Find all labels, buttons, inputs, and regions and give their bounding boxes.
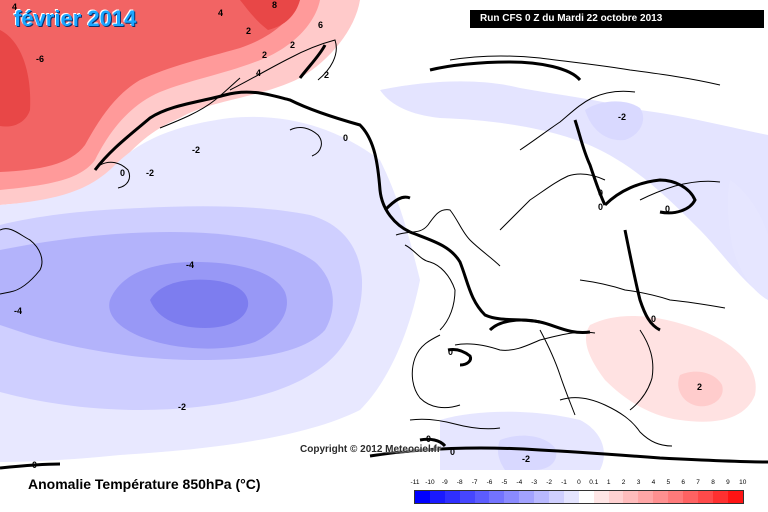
- color-scale-swatch: [459, 491, 475, 503]
- contour-label: 0: [598, 188, 603, 198]
- color-scale-tick-label: 7: [696, 479, 700, 486]
- color-scale-tick-label: -10: [425, 479, 435, 486]
- contour-label: -2: [192, 145, 200, 155]
- land-outlines: [0, 39, 726, 447]
- contour-label: 2: [697, 382, 702, 392]
- color-scale-tick-label: 5: [666, 479, 671, 486]
- zero-contours: [0, 44, 768, 470]
- cold-anomaly-east: [727, 180, 768, 300]
- color-scale-tick-label: -4: [516, 479, 523, 486]
- color-scale-tick-label: -2: [546, 479, 552, 486]
- color-scale-swatch: [429, 491, 445, 503]
- color-scale-tick-label: 0: [577, 479, 581, 486]
- color-scale-swatch: [683, 491, 698, 503]
- contour-label: 0: [343, 133, 348, 143]
- color-scale-swatch: [578, 491, 594, 503]
- contour-label: 2: [290, 40, 295, 50]
- cold-anomaly-core: [150, 279, 249, 328]
- contour-label: -2: [618, 112, 626, 122]
- color-scale-swatch: [519, 491, 535, 503]
- warm-anomaly-balkans-core: [678, 371, 723, 407]
- color-scale-swatch: [593, 491, 609, 503]
- color-scale-swatch: [653, 491, 669, 503]
- contour-label: 2: [246, 26, 251, 36]
- color-scale-tick-label: -11: [410, 479, 420, 486]
- color-scale-swatch: [563, 491, 579, 503]
- color-scale-tick-label: -8: [456, 479, 463, 486]
- warm-anomaly-core: [240, 0, 300, 30]
- color-scale-tick-label: -6: [486, 479, 493, 486]
- color-scale-tick-label: 10: [739, 479, 747, 486]
- color-scale-swatch: [727, 491, 743, 503]
- color-scale-swatch: [608, 491, 624, 503]
- color-scale-tick-label: -3: [531, 479, 538, 486]
- color-scale-tick-label: -5: [501, 479, 508, 486]
- contour-label: 0: [665, 204, 670, 214]
- contour-label: -4: [14, 306, 22, 316]
- contour-label: 2: [324, 70, 329, 80]
- color-scale-tick-label: 6: [681, 479, 685, 486]
- contour-label: -2: [178, 402, 186, 412]
- contour-label: 6: [318, 20, 323, 30]
- copyright-notice: Copyright © 2012 Meteociel.fr: [300, 444, 441, 455]
- color-scale-swatch: [638, 491, 654, 503]
- contour-label: 2: [262, 50, 267, 60]
- contour-label: 0: [448, 347, 453, 357]
- color-scale-tick-label: -9: [441, 479, 448, 486]
- cold-anomaly-arctic: [380, 81, 768, 300]
- cold-anomaly-scandinavia: [585, 101, 644, 141]
- contour-label: 0: [120, 168, 125, 178]
- run-info-label: Run CFS 0 Z du Mardi 22 octobre 2013: [470, 10, 764, 28]
- cold-anomaly-south2: [497, 435, 557, 470]
- color-scale-swatch: [623, 491, 639, 503]
- color-scale: [414, 490, 744, 504]
- contour-label: 0: [651, 314, 656, 324]
- color-scale-swatch: [489, 491, 505, 503]
- color-scale-tick-label: 4: [651, 479, 656, 486]
- color-scale-swatch: [712, 491, 728, 503]
- contour-label: -6: [36, 54, 44, 64]
- warm-anomaly-west: [0, 30, 31, 127]
- color-scale-swatch: [697, 491, 713, 503]
- map-title: février 2014: [14, 6, 137, 31]
- color-scale-swatch: [549, 491, 564, 503]
- warm-anomaly-strong: [0, 0, 300, 172]
- color-scale-tick-label: 8: [711, 479, 715, 486]
- contour-label: 4: [218, 8, 223, 18]
- color-scale-tick-label: 9: [726, 479, 730, 486]
- color-scale-tick-label: 2: [621, 479, 626, 486]
- color-scale-swatch: [504, 491, 520, 503]
- contour-label: 8: [272, 0, 277, 10]
- contour-label: 0: [32, 460, 37, 470]
- contour-labels: 8 4 4 6 2 2 4 2 -6 2 -2 0 0 -2 -2 0 0 0 …: [12, 0, 702, 470]
- color-scale-swatch: [444, 491, 460, 503]
- color-scale-tick-label: -1: [561, 479, 567, 486]
- map-canvas: 8 4 4 6 2 2 4 2 -6 2 -2 0 0 -2 -2 0 0 0 …: [0, 0, 768, 470]
- contour-label: -2: [522, 454, 530, 464]
- contour-label: 4: [12, 2, 17, 12]
- contour-label: 0: [426, 434, 431, 444]
- color-scale-swatch: [668, 491, 684, 503]
- color-scale-swatch: [534, 491, 550, 503]
- legend-title: Anomalie Température 850hPa (°C): [28, 476, 261, 492]
- color-scale-swatch: [415, 491, 430, 503]
- color-scale-swatch: [474, 491, 490, 503]
- color-scale-tick-label: 0.1: [589, 479, 599, 486]
- contour-label: 4: [256, 68, 261, 78]
- color-scale-tick-label: -7: [471, 479, 478, 486]
- contour-label: 0: [598, 202, 603, 212]
- color-scale-tick-label: 3: [636, 479, 641, 486]
- contour-label: 0: [450, 447, 455, 457]
- contour-label: -4: [186, 260, 194, 270]
- contour-label: -2: [146, 168, 154, 178]
- color-scale-tick-label: 1: [606, 479, 611, 486]
